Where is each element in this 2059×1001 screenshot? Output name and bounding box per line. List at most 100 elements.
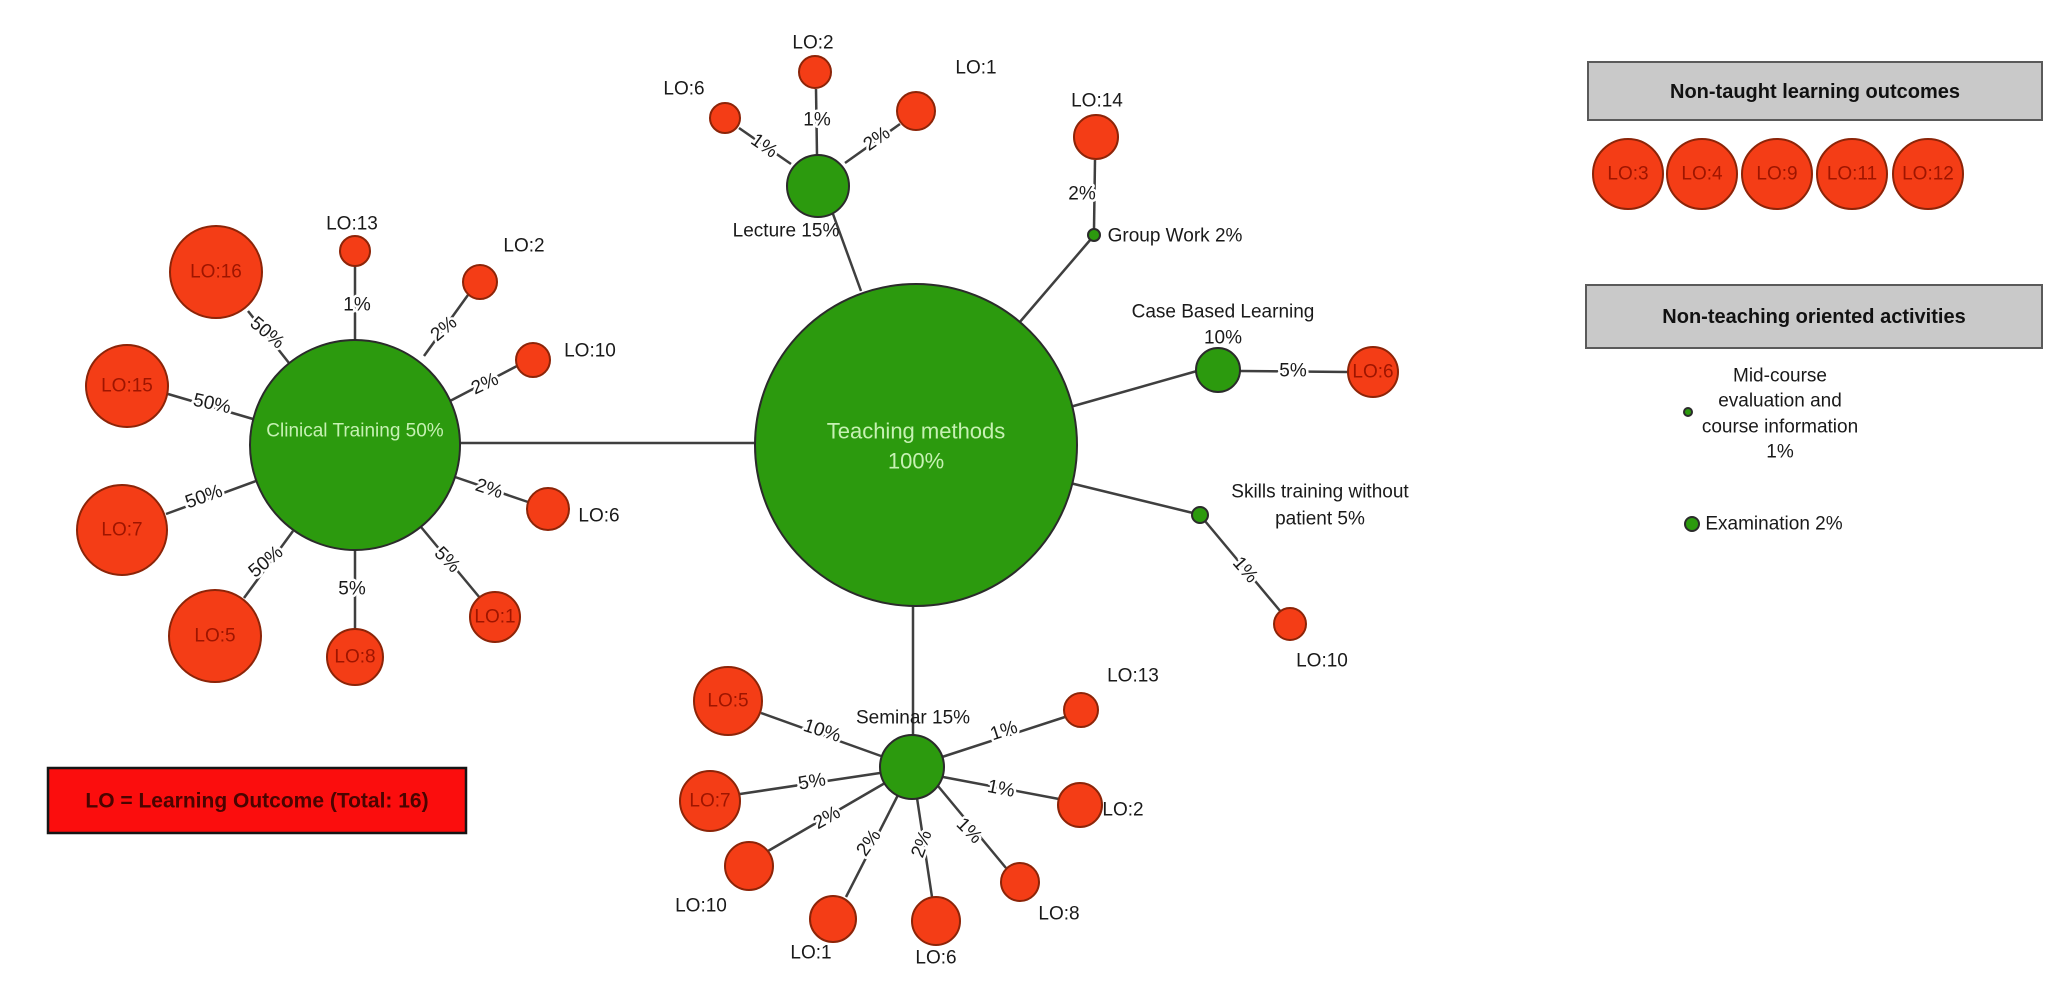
node-label-nontaught-lo11: LO:11 (1827, 164, 1877, 185)
percent-label: 5% (1279, 361, 1307, 382)
percent-label: 1% (986, 776, 1017, 802)
legend-text: LO = Learning Outcome (Total: 16) (85, 790, 428, 813)
node-seminar (879, 734, 945, 800)
percent-label: 2% (473, 475, 506, 503)
percent-label: 10% (801, 715, 844, 747)
node-clinical-lo6 (526, 487, 570, 531)
diagram-label: LO:6 (915, 948, 956, 969)
node-label-cbl-lo6: LO:6 (1352, 362, 1393, 383)
percent-label: 1% (343, 295, 371, 316)
node-lecture (786, 154, 850, 218)
diagram-label: Seminar 15% (856, 708, 970, 729)
edge-seminar-lo7 (739, 771, 881, 796)
percent-label: 1% (988, 717, 1021, 745)
non-taught-panel-box (1587, 61, 2043, 121)
diagram-label: LO:2 (1102, 800, 1143, 821)
diagram-label: Case Based Learning (1132, 302, 1315, 323)
node-nontaught-lo4 (1666, 138, 1738, 210)
mid-course-evaluation-label-line1: Mid-course (1733, 366, 1827, 387)
percent-label: 5% (338, 579, 366, 600)
non-taught-panel-title: Non-taught learning outcomes (1670, 81, 1960, 103)
node-nontaught-lo11 (1816, 138, 1888, 210)
node-label-nontaught-lo3: LO:3 (1607, 164, 1648, 185)
diagram-label: Lecture 15% (733, 221, 840, 242)
node-teaching-methods (754, 283, 1078, 607)
percent-label: 50% (183, 481, 226, 514)
node-label-nontaught-lo4: LO:4 (1681, 164, 1723, 185)
percent-label: 50% (191, 390, 233, 418)
diagram-label: LO:8 (1038, 904, 1079, 925)
node-label-nontaught-lo9: LO:9 (1756, 164, 1797, 185)
node-label-seminar-lo5: LO:5 (707, 691, 748, 712)
node-lecture-lo1 (896, 91, 936, 131)
edge-groupwork-center (1018, 238, 1092, 324)
node-clinical-training (249, 339, 461, 551)
edge-groupwork-lo14 (1092, 159, 1097, 230)
diagram-label: patient 5% (1275, 509, 1365, 530)
edge-clinical-lo5 (242, 530, 295, 599)
edge-seminar-lo13 (941, 715, 1066, 759)
edge-clinical-lo1 (420, 526, 481, 599)
legend-box (46, 766, 468, 835)
node-label-clinical-lo15: LO:15 (101, 376, 153, 397)
node-lecture-lo6 (709, 102, 741, 134)
node-seminar-lo6 (911, 896, 961, 946)
examination-label: Examination 2% (1705, 514, 1842, 535)
node-cbl-lo6 (1347, 346, 1399, 398)
node-seminar-lo5 (693, 666, 763, 736)
diagram-label: 10% (1204, 328, 1242, 349)
edge-skills-lo10 (1204, 520, 1282, 613)
edge-seminar-lo1 (844, 794, 900, 898)
node-lecture-lo2 (798, 55, 832, 89)
node-seminar-lo10 (724, 841, 774, 891)
percent-label: 1% (803, 110, 831, 131)
diagram-label: Group Work 2% (1108, 226, 1243, 247)
edge-lecture-lo2 (814, 88, 819, 156)
center-node-label: Teaching methods (827, 419, 1006, 444)
diagram-label: Skills training without (1231, 482, 1409, 503)
node-label-clinical-lo16: LO:16 (190, 262, 242, 283)
non-teaching-panel-box (1585, 284, 2043, 349)
node-clinical-lo7 (76, 484, 168, 576)
percent-label: 2% (810, 802, 844, 834)
mid-course-evaluation-label-line2: evaluation and (1718, 391, 1842, 412)
node-group-work (1087, 228, 1101, 242)
node-clinical-lo13 (339, 235, 371, 267)
edge-lecture-lo6 (738, 126, 792, 166)
diagram-label: LO:2 (503, 236, 544, 257)
node-nontaught-lo3 (1592, 138, 1664, 210)
edge-lecture-center (831, 213, 863, 292)
diagram-label: LO:1 (955, 58, 996, 79)
node-label-clinical-lo8: LO:8 (334, 647, 375, 668)
node-nontaught-lo12 (1892, 138, 1964, 210)
edge-clinical-lo6 (454, 475, 529, 504)
edge-seminar-lo6 (915, 797, 934, 898)
node-skills-training (1191, 506, 1209, 524)
node-seminar-lo2 (1057, 782, 1103, 828)
diagram-label: LO:2 (792, 33, 833, 54)
node-label-clinical-training: Clinical Training 50% (266, 421, 444, 442)
mid-course-evaluation-label-line3: course information (1702, 417, 1858, 438)
diagram-label: LO:6 (663, 79, 704, 100)
node-lo14 (1073, 114, 1119, 160)
node-case-based-learning (1195, 347, 1241, 393)
edges-layer (165, 88, 1349, 898)
node-clinical-lo1 (469, 591, 521, 643)
diagram-label: LO:1 (790, 943, 831, 964)
node-seminar-lo1 (809, 895, 857, 943)
node-label-seminar-lo7: LO:7 (689, 791, 730, 812)
mid-course-evaluation-label-line4: 1% (1766, 442, 1794, 463)
edge-seminar-lo5 (760, 711, 882, 758)
node-label-clinical-lo5: LO:5 (194, 626, 235, 647)
node-clinical-lo15 (85, 344, 169, 428)
edge-seminar-lo10 (767, 781, 886, 853)
nodes-layer (76, 55, 1964, 946)
edge-seminar-lo2 (942, 775, 1060, 801)
node-label-clinical-lo7: LO:7 (101, 520, 142, 541)
node-seminar-lo8 (1000, 862, 1040, 902)
edge-clinical-lo16 (247, 310, 290, 364)
node-label-nontaught-lo12: LO:12 (1902, 164, 1954, 185)
diagram-label: LO:14 (1071, 91, 1123, 112)
edge-clinical-lo10 (449, 364, 518, 403)
